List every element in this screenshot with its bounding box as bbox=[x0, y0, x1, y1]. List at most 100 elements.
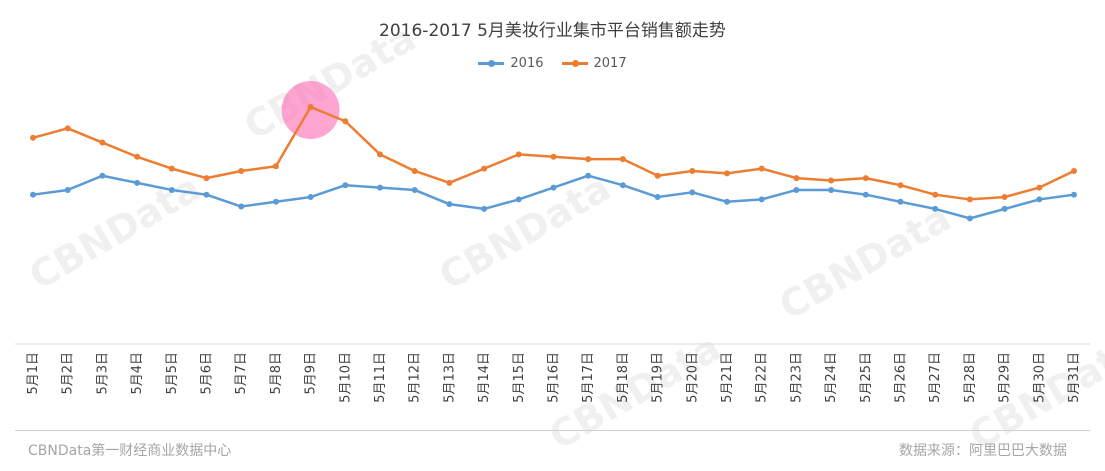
data-point bbox=[932, 205, 939, 212]
data-point bbox=[307, 194, 314, 201]
data-point bbox=[411, 186, 418, 193]
x-tick-label: 5月13日 bbox=[442, 352, 457, 403]
legend-label: 2017 bbox=[593, 56, 627, 71]
x-tick-label: 5月8日 bbox=[269, 352, 284, 395]
x-tick-label: 5月14日 bbox=[477, 352, 492, 403]
data-point bbox=[619, 182, 626, 189]
x-tick-label: 5月20日 bbox=[685, 352, 700, 403]
data-point bbox=[654, 172, 661, 179]
x-tick-label: 5月30日 bbox=[1032, 352, 1047, 403]
data-point bbox=[966, 215, 973, 222]
series-line bbox=[32, 174, 1075, 220]
data-point bbox=[481, 205, 488, 212]
data-point bbox=[966, 196, 973, 203]
x-tick-label: 5月31日 bbox=[1067, 352, 1082, 403]
x-tick-label: 5月25日 bbox=[859, 352, 874, 403]
series-layer bbox=[30, 104, 1077, 222]
data-point bbox=[828, 177, 835, 184]
x-tick-label: 5月4日 bbox=[130, 352, 145, 395]
data-point bbox=[1036, 184, 1043, 191]
footer-source-brand: CBNData第一财经商业数据中心 bbox=[28, 443, 232, 459]
data-point bbox=[377, 151, 383, 158]
data-point bbox=[585, 172, 592, 179]
data-point bbox=[654, 194, 661, 201]
data-point bbox=[862, 191, 869, 198]
data-point bbox=[99, 172, 106, 179]
x-tick-label: 5月1日 bbox=[26, 352, 41, 395]
x-tick-label: 5月15日 bbox=[512, 352, 527, 403]
data-point bbox=[550, 153, 557, 160]
data-point bbox=[1001, 194, 1008, 201]
x-tick-label: 5月28日 bbox=[963, 352, 978, 403]
data-point bbox=[1001, 205, 1008, 212]
data-point bbox=[828, 186, 835, 193]
data-point bbox=[30, 134, 36, 141]
x-tick-label: 5月27日 bbox=[928, 352, 943, 403]
data-point bbox=[64, 186, 71, 193]
data-point bbox=[689, 189, 696, 196]
data-point bbox=[238, 167, 245, 174]
x-tick-label: 5月5日 bbox=[165, 352, 180, 395]
data-point bbox=[515, 151, 522, 158]
data-point bbox=[272, 163, 279, 170]
data-point bbox=[1071, 191, 1077, 198]
data-point bbox=[932, 191, 939, 198]
x-tick-label: 5月22日 bbox=[755, 352, 770, 403]
data-point bbox=[619, 156, 626, 163]
data-point bbox=[238, 203, 245, 210]
data-point bbox=[897, 182, 904, 189]
data-point bbox=[897, 198, 904, 205]
x-tick-label: 5月29日 bbox=[998, 352, 1013, 403]
data-point bbox=[342, 182, 349, 189]
data-point bbox=[134, 153, 141, 160]
x-tick-labels: 5月1日 5月2日 5月3日 5月4日 5月5日 5月6日 5月7日 5月8日 5月9日 5月10… bbox=[26, 352, 1082, 403]
data-point bbox=[272, 198, 279, 205]
data-point bbox=[585, 156, 592, 163]
x-tick-label: 5月3日 bbox=[95, 352, 110, 395]
data-point bbox=[203, 191, 210, 198]
legend: 2016 2017 bbox=[0, 56, 1105, 71]
data-point bbox=[1071, 167, 1077, 174]
chart-title: 2016-2017 5月美妆行业集市平台销售额走势 bbox=[379, 21, 726, 41]
x-tick-label: 5月2日 bbox=[61, 352, 76, 395]
x-tick-label: 5月16日 bbox=[547, 352, 562, 403]
x-tick-label: 5月10日 bbox=[338, 352, 353, 403]
x-tick-label: 5月12日 bbox=[408, 352, 423, 403]
x-tick-label: 5月19日 bbox=[651, 352, 666, 403]
data-point bbox=[689, 167, 696, 174]
x-tick-label: 5月6日 bbox=[200, 352, 215, 395]
series-2016 bbox=[30, 172, 1077, 222]
data-point bbox=[758, 165, 765, 172]
data-point bbox=[64, 125, 71, 132]
x-tick-label: 5月17日 bbox=[581, 352, 596, 403]
series-2017 bbox=[30, 104, 1077, 203]
x-tick-label: 5月23日 bbox=[789, 352, 804, 403]
legend-swatch bbox=[561, 59, 588, 67]
data-point bbox=[550, 184, 557, 191]
legend-swatch bbox=[478, 59, 505, 67]
x-tick-label: 5月21日 bbox=[720, 352, 735, 403]
x-tick-label: 5月7日 bbox=[234, 352, 249, 395]
x-tick-label: 5月11日 bbox=[373, 352, 388, 403]
data-point bbox=[724, 170, 730, 177]
data-point bbox=[758, 196, 765, 203]
data-point bbox=[481, 165, 488, 172]
data-point bbox=[724, 198, 730, 205]
data-point bbox=[1036, 196, 1043, 203]
data-point bbox=[99, 139, 106, 146]
data-point bbox=[168, 165, 175, 172]
data-point bbox=[515, 196, 522, 203]
data-point bbox=[446, 201, 453, 208]
data-point bbox=[342, 118, 349, 125]
x-tick-label: 5月26日 bbox=[894, 352, 909, 403]
legend-item-2017: 2017 bbox=[561, 56, 627, 71]
data-point bbox=[793, 175, 800, 182]
data-point bbox=[862, 175, 869, 182]
line-chart: 5月1日 5月2日 5月3日 5月4日 5月5日 5月6日 5月7日 5月8日 5月9日 5月10… bbox=[15, 81, 1090, 403]
data-point bbox=[203, 175, 210, 182]
data-point bbox=[377, 184, 383, 191]
data-point bbox=[446, 179, 453, 186]
data-point bbox=[30, 191, 36, 198]
x-tick-label: 5月24日 bbox=[824, 352, 839, 403]
x-tick-label: 5月18日 bbox=[616, 352, 631, 403]
